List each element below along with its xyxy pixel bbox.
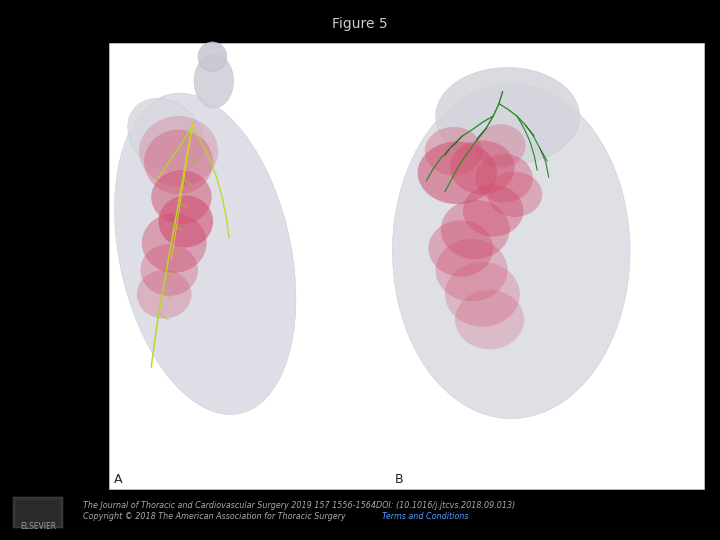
Text: The Journal of Thoracic and Cardiovascular Surgery 2019 157 1556-1564DOI: (10.10: The Journal of Thoracic and Cardiovascul… [83,501,515,510]
Ellipse shape [450,140,515,194]
Ellipse shape [475,124,526,167]
Text: ELSEVIER: ELSEVIER [20,522,56,531]
Ellipse shape [418,141,497,204]
Ellipse shape [127,98,204,172]
Bar [13,497,63,528]
Ellipse shape [139,116,218,186]
Ellipse shape [487,172,542,217]
Ellipse shape [441,200,510,259]
Ellipse shape [392,84,630,418]
Ellipse shape [142,213,207,273]
Text: Copyright © 2018 The American Association for Thoracic Surgery: Copyright © 2018 The American Associatio… [83,512,348,521]
Ellipse shape [114,93,296,415]
Ellipse shape [445,262,520,327]
Ellipse shape [428,220,493,276]
Ellipse shape [198,42,227,71]
Ellipse shape [140,244,198,296]
Ellipse shape [194,54,233,108]
Ellipse shape [151,170,212,224]
Ellipse shape [137,270,192,319]
Text: Terms and Conditions: Terms and Conditions [382,512,468,521]
Text: B: B [395,473,403,486]
Ellipse shape [463,185,523,237]
Bar [16,500,60,526]
Ellipse shape [425,127,482,176]
Ellipse shape [436,68,580,165]
Bar [109,43,704,489]
Ellipse shape [158,195,213,247]
Ellipse shape [436,239,508,301]
Ellipse shape [144,130,213,194]
Text: A: A [114,473,122,486]
Ellipse shape [455,290,524,349]
Text: Figure 5: Figure 5 [332,17,388,31]
Ellipse shape [475,154,533,202]
